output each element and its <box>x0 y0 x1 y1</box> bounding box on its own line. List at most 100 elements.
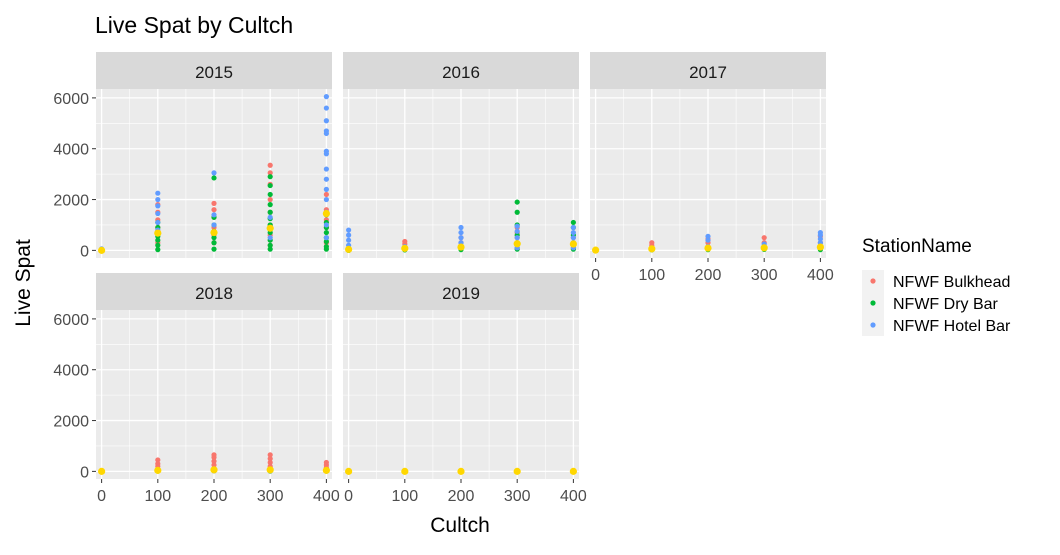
facet-2015-point <box>211 246 217 252</box>
facet-2016-point <box>514 235 520 241</box>
facet-2018-strip <box>96 273 332 310</box>
facet-2015-point <box>323 105 329 111</box>
facet-2015-point <box>323 176 329 182</box>
facet-2019-point <box>457 467 465 475</box>
facet-2016-point <box>570 224 576 231</box>
facet-2015-y-tick-label: 0 <box>80 243 89 260</box>
facet-2015-point <box>155 196 161 203</box>
facet-2015-point <box>323 148 329 154</box>
facet-2017-point <box>760 244 768 252</box>
facet-2015-point <box>211 207 217 213</box>
facet-2017-point <box>817 229 823 236</box>
legend: StationName NFWF Bulkhead NFWF Dry Bar NFW… <box>862 236 1011 336</box>
facet-2015-point <box>323 166 329 172</box>
facet-2017-point <box>705 233 711 239</box>
facet-2016-point <box>514 209 520 215</box>
legend-title: StationName <box>862 236 972 257</box>
legend-entry-label: NFWF Hotel Bar <box>893 318 1011 335</box>
facet-2015-point <box>267 242 273 248</box>
facet-2016-strip <box>343 52 579 89</box>
facet-2016-point <box>514 223 520 229</box>
facet-2015-point <box>323 128 329 134</box>
facet-2018-point <box>211 458 217 464</box>
facet-2015-point <box>211 175 217 181</box>
facet-2018-point <box>323 459 329 466</box>
facet-2018-point <box>210 466 218 474</box>
facet-2015-y-tick-label: 2000 <box>53 193 89 210</box>
facet-2017-x-tick-label: 300 <box>751 267 778 284</box>
facet-2017-x-tick-label: 0 <box>591 267 600 284</box>
facet-2018-point <box>211 452 217 458</box>
facet-2015-point <box>266 224 274 232</box>
facet-2017-x-tick-label: 200 <box>695 267 722 284</box>
facet-2018-y-tick-label: 0 <box>80 464 89 481</box>
facet-2017-point <box>704 244 712 252</box>
facet-2017-x-tick-label: 100 <box>638 267 665 284</box>
facet-2015-point <box>267 202 273 208</box>
facet-2016-point <box>514 228 520 234</box>
facet-2016-point <box>457 243 465 251</box>
facet-2018-point <box>267 452 273 458</box>
facet-2015-point <box>322 209 330 218</box>
facet-2015-strip-label: 2015 <box>195 63 233 82</box>
facet-2015-point <box>210 228 218 237</box>
facet-2016-point <box>513 240 521 248</box>
facet-2016-strip-label: 2016 <box>442 63 480 82</box>
chart-title: Live Spat by Cultch <box>95 12 293 38</box>
facet-2015-point <box>323 94 329 100</box>
facet-2018-point <box>266 466 274 474</box>
facet-2019-x-tick-label: 400 <box>560 488 587 505</box>
facet-2019-point <box>513 467 521 475</box>
facet-2015-point <box>323 229 329 236</box>
facet-2016-point <box>570 219 576 226</box>
facet-2019-x-tick-label: 300 <box>504 488 531 505</box>
facet-2015-point <box>155 219 161 226</box>
facet-2015-point <box>267 182 273 189</box>
facet-2018-strip-label: 2018 <box>195 284 233 303</box>
facet-2018-y-tick-label: 4000 <box>53 363 89 380</box>
facet-2016-point <box>346 227 352 233</box>
facet-2017-strip-label: 2017 <box>689 63 727 82</box>
facet-2017-point <box>592 246 600 254</box>
facet-2016-point <box>401 244 409 252</box>
facet-2018-x-tick-label: 0 <box>97 488 106 505</box>
x-axis-label: Cultch <box>430 514 490 537</box>
facet-2015-point <box>323 238 329 245</box>
facet-2015-point <box>211 235 217 241</box>
facet-2016-point <box>346 237 352 243</box>
facet-2016-point <box>458 235 464 241</box>
facet-2015-point <box>155 247 161 253</box>
legend-entry-label: NFWF Dry Bar <box>893 296 999 313</box>
facet-2018-y-tick-label: 2000 <box>53 414 89 431</box>
facet-2017-point <box>705 237 711 243</box>
facet-2016-point <box>402 238 408 245</box>
facet-2018-x-tick-label: 300 <box>257 488 284 505</box>
facet-2015-point <box>155 210 161 217</box>
facet-2015-strip <box>96 52 332 89</box>
facet-2015-y-tick-label: 6000 <box>53 91 89 108</box>
facet-2015-point <box>155 203 161 209</box>
facet-2016-point <box>569 240 577 248</box>
facet-2015-point <box>154 229 162 237</box>
facet-2015-point <box>211 200 217 206</box>
facet-2015-point <box>323 191 329 198</box>
facet-2015-point <box>267 209 273 215</box>
facet-2019-strip <box>343 273 579 310</box>
facet-2019-strip-label: 2019 <box>442 284 480 303</box>
facet-2019-x-tick-label: 200 <box>448 488 475 505</box>
facet-2015-point <box>323 118 329 124</box>
facet-2015-point <box>267 174 273 180</box>
facet-2015-point <box>155 237 161 243</box>
facet-2015-point <box>323 186 329 192</box>
facet-2016-point <box>570 235 576 241</box>
facet-2015-point <box>155 190 161 196</box>
facet-2015-point <box>211 170 217 176</box>
facet-2016-point <box>345 245 353 253</box>
facet-2018-point <box>155 461 161 467</box>
facet-2018-x-tick-label: 200 <box>201 488 228 505</box>
facet-2015-point <box>267 235 273 241</box>
facet-2018-point <box>155 457 161 463</box>
